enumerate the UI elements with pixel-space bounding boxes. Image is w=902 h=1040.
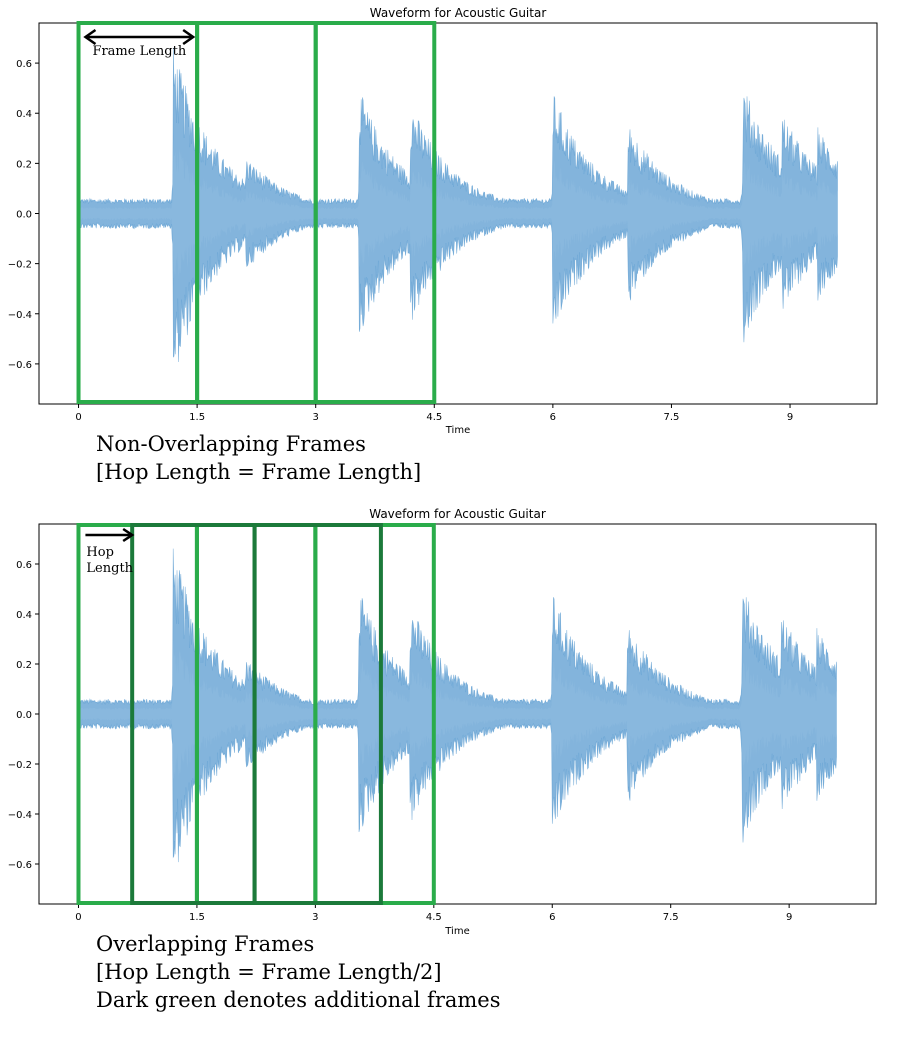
y-tick-label: −0.4 (8, 310, 32, 321)
x-tick-label: 4.5 (426, 912, 442, 923)
annotation-label-line: Length (86, 561, 133, 576)
chart-title: Waveform for Acoustic Guitar (370, 6, 547, 20)
waveform-series (78, 548, 837, 863)
waveform-series (78, 47, 838, 363)
x-axis-label: Time (444, 926, 469, 937)
x-tick-label: 9 (787, 412, 793, 423)
x-tick-label: 0 (75, 412, 81, 423)
annotation-arrowhead-right (122, 527, 135, 543)
chart-panel-1: Waveform for Acoustic Guitar 0 1.5 3 4.5 6 7.5… (8, 6, 878, 436)
annotation: Hop Length (85, 527, 135, 576)
y-tick-label: 0.4 (16, 109, 32, 120)
y-tick-label: 0.0 (16, 210, 32, 221)
caption-top: Non-Overlapping Frames [Hop Length = Fra… (96, 430, 421, 486)
y-tick-label: −0.6 (8, 860, 32, 871)
y-tick-label: 0.0 (16, 710, 32, 721)
annotation-label: Frame Length (92, 44, 186, 59)
x-tick-label: 6 (549, 912, 555, 923)
y-tick-label: −0.2 (8, 760, 32, 771)
caption-bottom-line-2: [Hop Length = Frame Length/2] (96, 960, 442, 984)
waveform-core (78, 138, 838, 281)
x-tick-label: 4.5 (426, 412, 442, 423)
annotation-arrowhead-left (83, 28, 97, 46)
annotation-arrowhead-right (182, 28, 196, 46)
annotation-label: Hop Length (86, 545, 133, 576)
y-tick-label: −0.4 (8, 810, 32, 821)
x-tick-label: 7.5 (663, 912, 679, 923)
caption-bottom: Overlapping Frames [Hop Length = Frame L… (96, 930, 501, 1014)
y-tick-label: 0.6 (16, 59, 32, 70)
y-tick-label: 0.4 (16, 610, 32, 621)
y-tick-label: −0.2 (8, 260, 32, 271)
y-tick-label: 0.6 (16, 560, 32, 571)
frame-box (252, 523, 383, 905)
annotation: Frame Length (83, 28, 196, 59)
caption-bottom-line-3: Dark green denotes additional frames (96, 988, 501, 1012)
x-tick-label: 1.5 (189, 412, 205, 423)
x-axis-label: Time (445, 425, 470, 436)
y-tick-label: −0.6 (8, 360, 32, 371)
annotation-label-line: Hop (86, 545, 114, 560)
waveform-core (78, 639, 837, 781)
x-tick-label: 9 (786, 912, 792, 923)
x-tick-label: 6 (550, 412, 556, 423)
y-tick-label: 0.2 (16, 159, 32, 170)
caption-top-line-1: Non-Overlapping Frames (96, 432, 366, 456)
caption-top-line-2: [Hop Length = Frame Length] (96, 460, 422, 484)
chart-title: Waveform for Acoustic Guitar (369, 507, 546, 521)
x-tick-label: 1.5 (189, 912, 205, 923)
x-tick-label: 3 (313, 412, 319, 423)
x-tick-label: 0 (75, 912, 81, 923)
x-tick-label: 7.5 (663, 412, 679, 423)
x-tick-label: 3 (312, 912, 318, 923)
chart-panel-2: Waveform for Acoustic Guitar 0 1.5 3 4.5 6 7.5… (8, 507, 877, 937)
y-tick-label: 0.2 (16, 660, 32, 671)
caption-bottom-line-1: Overlapping Frames (96, 932, 315, 956)
frame-box (313, 21, 437, 404)
